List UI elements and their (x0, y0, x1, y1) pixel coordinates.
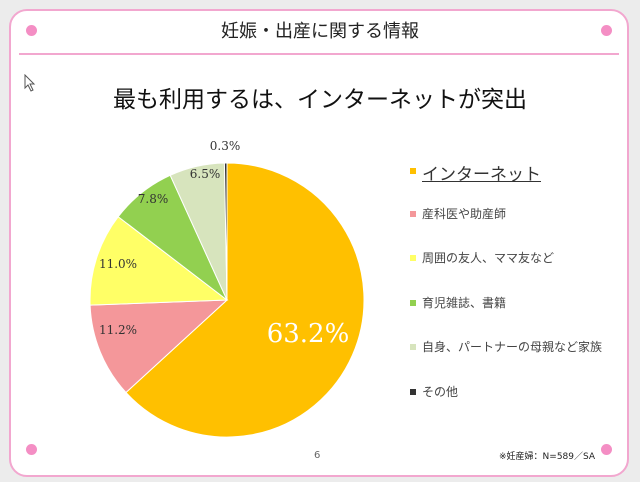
legend-item: 周囲の友人、ママ友など (410, 249, 602, 294)
data-label: 63.2% (267, 319, 350, 349)
legend-swatch (410, 255, 416, 261)
pie-slice (89, 299, 229, 394)
pie-slice (89, 216, 229, 306)
legend-swatch (410, 344, 416, 350)
legend-swatch (410, 168, 416, 174)
data-label: 7.8% (138, 192, 169, 206)
legend-swatch (410, 388, 416, 395)
data-label: 6.5% (190, 167, 221, 181)
page-number: 6 (314, 450, 321, 461)
data-label: 11.0% (99, 257, 137, 271)
legend-item: その他 (410, 383, 602, 428)
footnote: ※妊産婦：N=589／SA (499, 452, 596, 462)
chart-title: 最も利用するは、インターネットが突出 (113, 87, 527, 113)
legend-item: インターネット (410, 160, 602, 205)
legend-swatch (410, 210, 416, 217)
corner-dot (26, 25, 37, 36)
legend-label: インターネット (422, 165, 541, 185)
legend-swatch (410, 299, 416, 306)
data-label: 11.2% (99, 323, 137, 337)
corner-dot (601, 444, 612, 455)
data-label: 0.3% (210, 139, 241, 153)
legend-item: 産科医や助産師 (410, 205, 602, 250)
legend-label: 産科医や助産師 (422, 206, 507, 221)
legend-label: 周囲の友人、ママ友など (422, 251, 555, 265)
corner-dot (601, 25, 612, 36)
mouse-cursor-icon (24, 74, 36, 92)
pie-slice (125, 162, 365, 438)
legend-label: 育児雑誌、書籍 (422, 295, 507, 310)
pie-slice (223, 162, 228, 301)
legend-item: 自身、パートナーの母親など家族 (410, 338, 602, 383)
legend-label: 自身、パートナーの母親など家族 (422, 340, 603, 354)
legend-label: その他 (422, 384, 459, 399)
header-divider (19, 53, 619, 55)
chart-legend: インターネット産科医や助産師周囲の友人、ママ友など 育児雑誌、書籍自身、パートナー… (410, 160, 602, 427)
slide-header: 妊娠・出産に関する情報 (221, 21, 419, 42)
corner-dot (26, 444, 37, 455)
legend-item: 育児雑誌、書籍 (410, 294, 602, 339)
